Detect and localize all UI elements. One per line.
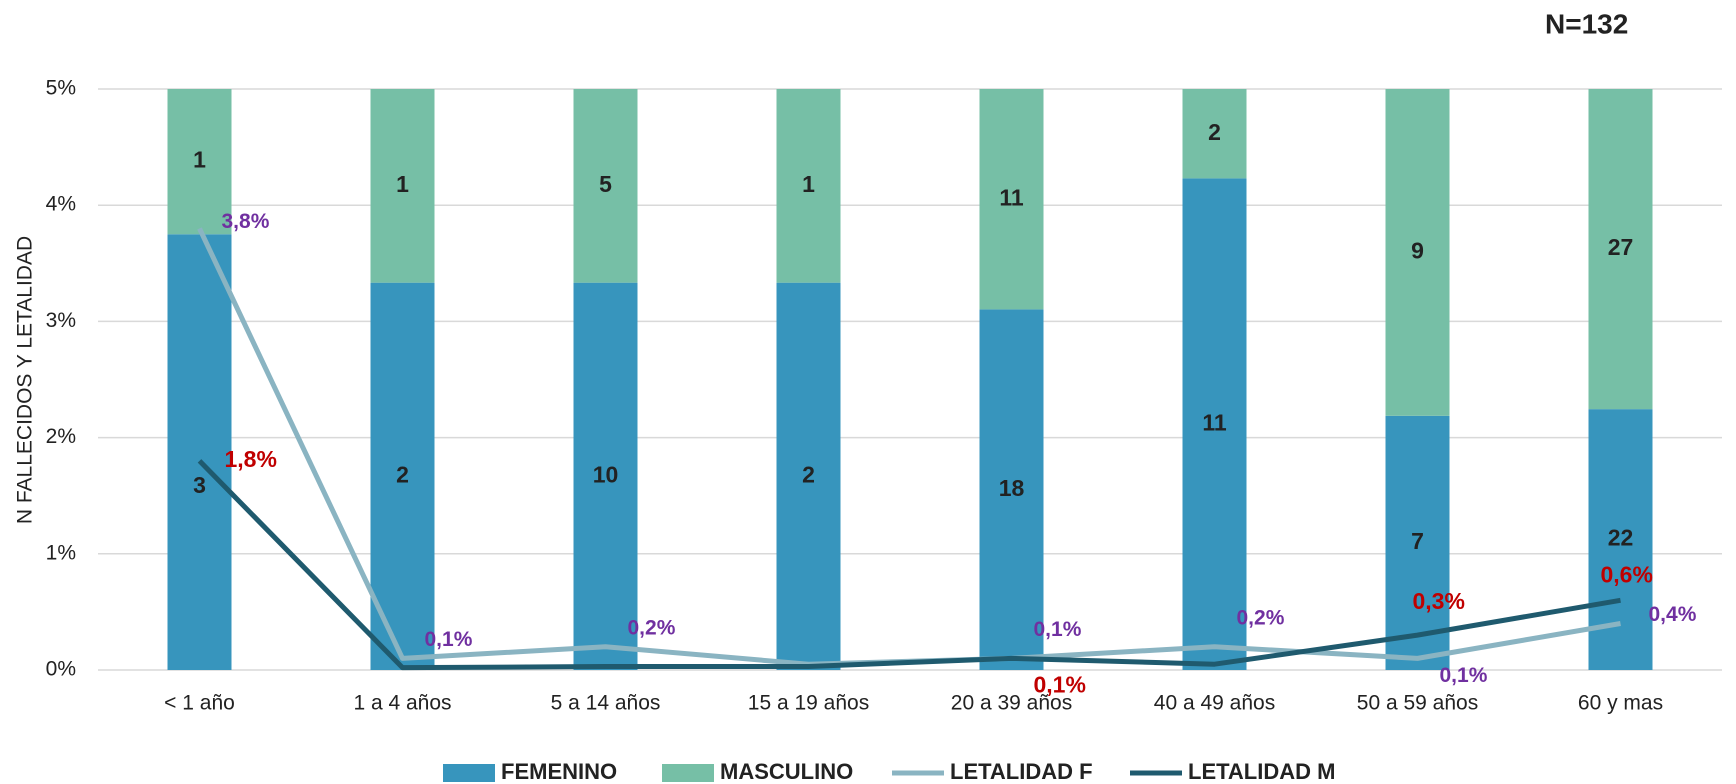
line-value-label: 0,1%: [425, 628, 473, 651]
bar: [573, 282, 638, 670]
x-tick-label: 60 y mas: [1578, 692, 1663, 715]
bar: [573, 89, 638, 283]
bar: [1385, 415, 1450, 670]
y-tick-label: 0%: [46, 658, 76, 681]
bar: [167, 234, 232, 670]
line-value-label: 0,1%: [1034, 671, 1086, 697]
bar-value-label: 3: [193, 472, 206, 498]
legend-label: FEMENINO: [501, 759, 617, 784]
bar-value-label: 10: [593, 461, 619, 487]
legend-label: LETALIDAD F: [950, 759, 1093, 784]
x-tick-label: 1 a 4 años: [353, 692, 451, 715]
y-tick-label: 3%: [46, 309, 76, 332]
bar: [979, 309, 1044, 670]
bar: [776, 282, 841, 670]
line-value-label: 3,8%: [222, 210, 270, 233]
line-value-label: 0,2%: [628, 616, 676, 639]
line-series: [197, 459, 1621, 671]
bar-value-label: 5: [599, 171, 612, 197]
bar-value-label: 11: [999, 184, 1024, 210]
line-value-label: 0,4%: [1649, 603, 1697, 626]
y-tick-label: 4%: [46, 193, 76, 216]
bar: [167, 89, 232, 235]
y-tick-label: 5%: [46, 77, 76, 100]
bar: [1385, 89, 1450, 416]
bar-value-label: 1: [802, 171, 815, 197]
line-value-label: 1,8%: [225, 446, 277, 472]
line-value-label: 0,2%: [1237, 606, 1285, 629]
legend-label: MASCULINO: [720, 759, 853, 784]
y-tick-label: 1%: [46, 541, 76, 564]
bar-value-label: 2: [802, 461, 815, 487]
legend-swatch: [443, 764, 495, 782]
bar: [1588, 89, 1653, 410]
x-tick-label: 20 a 39 años: [951, 692, 1072, 715]
y-tick-label: 2%: [46, 425, 76, 448]
y-axis-label: N FALLECIDOS Y LETALIDAD: [14, 236, 37, 524]
bar-value-label: 11: [1202, 409, 1227, 435]
bar: [1182, 89, 1247, 179]
line-value-label: 0,3%: [1413, 588, 1465, 614]
bar: [776, 89, 841, 283]
x-tick-label: 50 a 59 años: [1357, 692, 1478, 715]
bar: [370, 282, 435, 670]
line-value-label: 0,1%: [1034, 618, 1082, 641]
line-value-label: 0,1%: [1440, 664, 1488, 687]
annotation: N=132: [1545, 8, 1628, 39]
line-value-label: 0,6%: [1601, 561, 1653, 587]
bar: [370, 89, 435, 283]
x-tick-label: 5 a 14 años: [551, 692, 661, 715]
bar-value-label: 9: [1411, 237, 1424, 263]
legend-label: LETALIDAD M: [1188, 759, 1335, 784]
bar-value-label: 1: [396, 171, 409, 197]
bar-value-label: 2: [1208, 119, 1221, 145]
bar-value-label: 1: [193, 147, 206, 173]
bar-value-label: 18: [999, 475, 1025, 501]
x-tick-label: < 1 año: [164, 692, 235, 715]
legend-swatch: [662, 764, 714, 782]
bar-value-label: 27: [1608, 234, 1634, 260]
bar-value-label: 22: [1608, 525, 1634, 551]
bar-value-label: 2: [396, 461, 409, 487]
bar: [1182, 178, 1247, 670]
bar-value-label: 7: [1411, 528, 1424, 554]
x-tick-label: 40 a 49 años: [1154, 692, 1275, 715]
x-tick-label: 15 a 19 años: [748, 692, 869, 715]
bar: [979, 89, 1044, 310]
